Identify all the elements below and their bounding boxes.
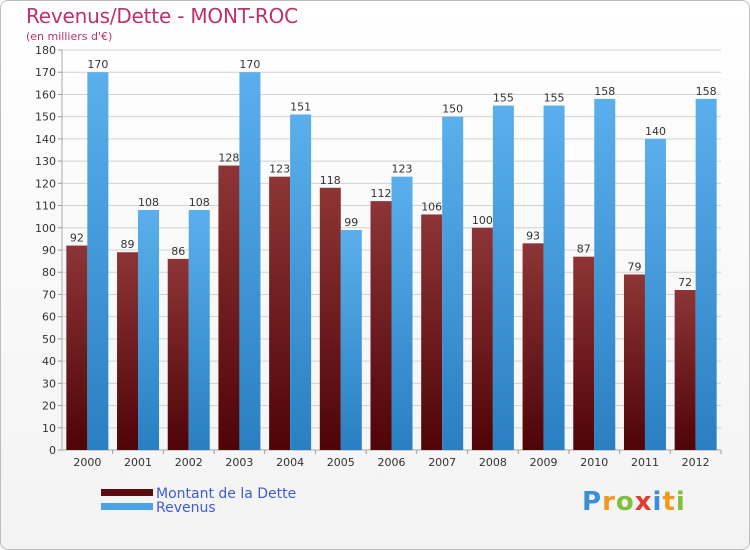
bar-dette [421,214,443,450]
x-tick-label: 2001 [124,456,152,469]
proxiti-logo: Proxiti [582,487,686,517]
y-tick-label: 30 [42,377,56,390]
data-label-dette: 87 [577,243,591,256]
y-tick-label: 120 [35,177,56,190]
data-label-revenus: 108 [189,196,210,209]
bar-dette [522,243,544,450]
data-label-dette: 93 [526,229,540,242]
bar-revenus [695,98,717,450]
x-tick-label: 2004 [276,456,304,469]
bar-dette [218,165,240,451]
x-tick-label: 2010 [580,456,608,469]
bar-dette [573,256,595,450]
bar-dette [167,258,189,450]
legend-swatch-revenus [101,503,153,510]
chart-title: Revenus/Dette - MONT-ROC [26,4,298,28]
legend-label-dette: Montant de la Dette [156,486,297,502]
y-tick-label: 180 [35,44,56,57]
y-tick-label: 10 [42,422,56,435]
data-label-revenus: 151 [290,100,311,113]
bar-dette [471,227,493,450]
y-tick-label: 20 [42,400,56,413]
y-tick-label: 0 [49,444,56,457]
bar-revenus [138,210,160,450]
bar-dette [117,252,139,450]
legend-swatch-dette [101,489,153,496]
x-tick-label: 2007 [428,456,456,469]
x-tick-label: 2008 [479,456,507,469]
x-tick-label: 2003 [225,456,253,469]
data-label-dette: 89 [121,238,135,251]
bar-dette [370,201,392,450]
y-tick-label: 140 [35,133,56,146]
bar-revenus [391,176,413,450]
y-tick-label: 80 [42,266,56,279]
data-label-revenus: 158 [594,85,615,98]
x-tick-label: 2012 [682,456,710,469]
y-tick-label: 170 [35,66,56,79]
bars [66,72,717,451]
y-tick-label: 150 [35,111,56,124]
data-label-dette: 79 [627,260,641,273]
data-labels: 9217089108861081281701231511189911212310… [70,58,717,289]
y-tick-label: 70 [42,288,56,301]
y-tick-label: 160 [35,88,56,101]
x-tick-label: 2002 [175,456,203,469]
data-label-revenus: 123 [392,163,413,176]
data-label-revenus: 108 [138,196,159,209]
data-label-revenus: 158 [696,85,717,98]
bar-dette [623,274,645,450]
data-label-revenus: 155 [493,92,514,105]
y-tick-label: 40 [42,355,56,368]
bar-revenus [188,210,210,450]
data-label-dette: 123 [269,163,290,176]
bar-revenus [290,114,312,450]
bar-revenus [543,105,565,451]
x-tick-label: 2009 [530,456,558,469]
data-label-dette: 72 [678,276,692,289]
data-label-revenus: 150 [442,103,463,116]
data-label-revenus: 140 [645,125,666,138]
data-label-revenus: 99 [344,216,358,229]
bar-revenus [492,105,514,451]
bar-revenus [442,116,464,451]
data-label-revenus: 155 [544,92,565,105]
bar-dette [319,187,341,450]
data-label-dette: 112 [371,187,392,200]
bar-revenus [340,230,362,450]
bar-dette [66,245,88,450]
data-label-dette: 92 [70,232,84,245]
bar-revenus [594,98,616,450]
data-label-dette: 128 [218,152,239,165]
y-tick-label: 110 [35,200,56,213]
x-tick-label: 2011 [631,456,659,469]
data-label-dette: 100 [472,214,493,227]
y-tick-label: 130 [35,155,56,168]
y-tick-label: 100 [35,222,56,235]
y-tick-label: 60 [42,311,56,324]
chart-subtitle: (en milliers d'€) [26,30,113,43]
data-label-revenus: 170 [239,58,260,71]
x-tick-label: 2000 [73,456,101,469]
y-tick-label: 50 [42,333,56,346]
bar-dette [674,290,696,450]
bar-revenus [87,72,109,450]
data-label-dette: 86 [171,245,185,258]
bar-revenus [644,138,666,450]
data-label-dette: 118 [320,174,341,187]
bar-revenus [239,72,261,450]
x-tick-label: 2006 [378,456,406,469]
data-label-dette: 106 [421,200,442,213]
x-tick-label: 2005 [327,456,355,469]
y-tick-label: 90 [42,244,56,257]
bar-dette [269,176,291,450]
data-label-revenus: 170 [87,58,108,71]
legend-label-revenus: Revenus [156,500,216,516]
